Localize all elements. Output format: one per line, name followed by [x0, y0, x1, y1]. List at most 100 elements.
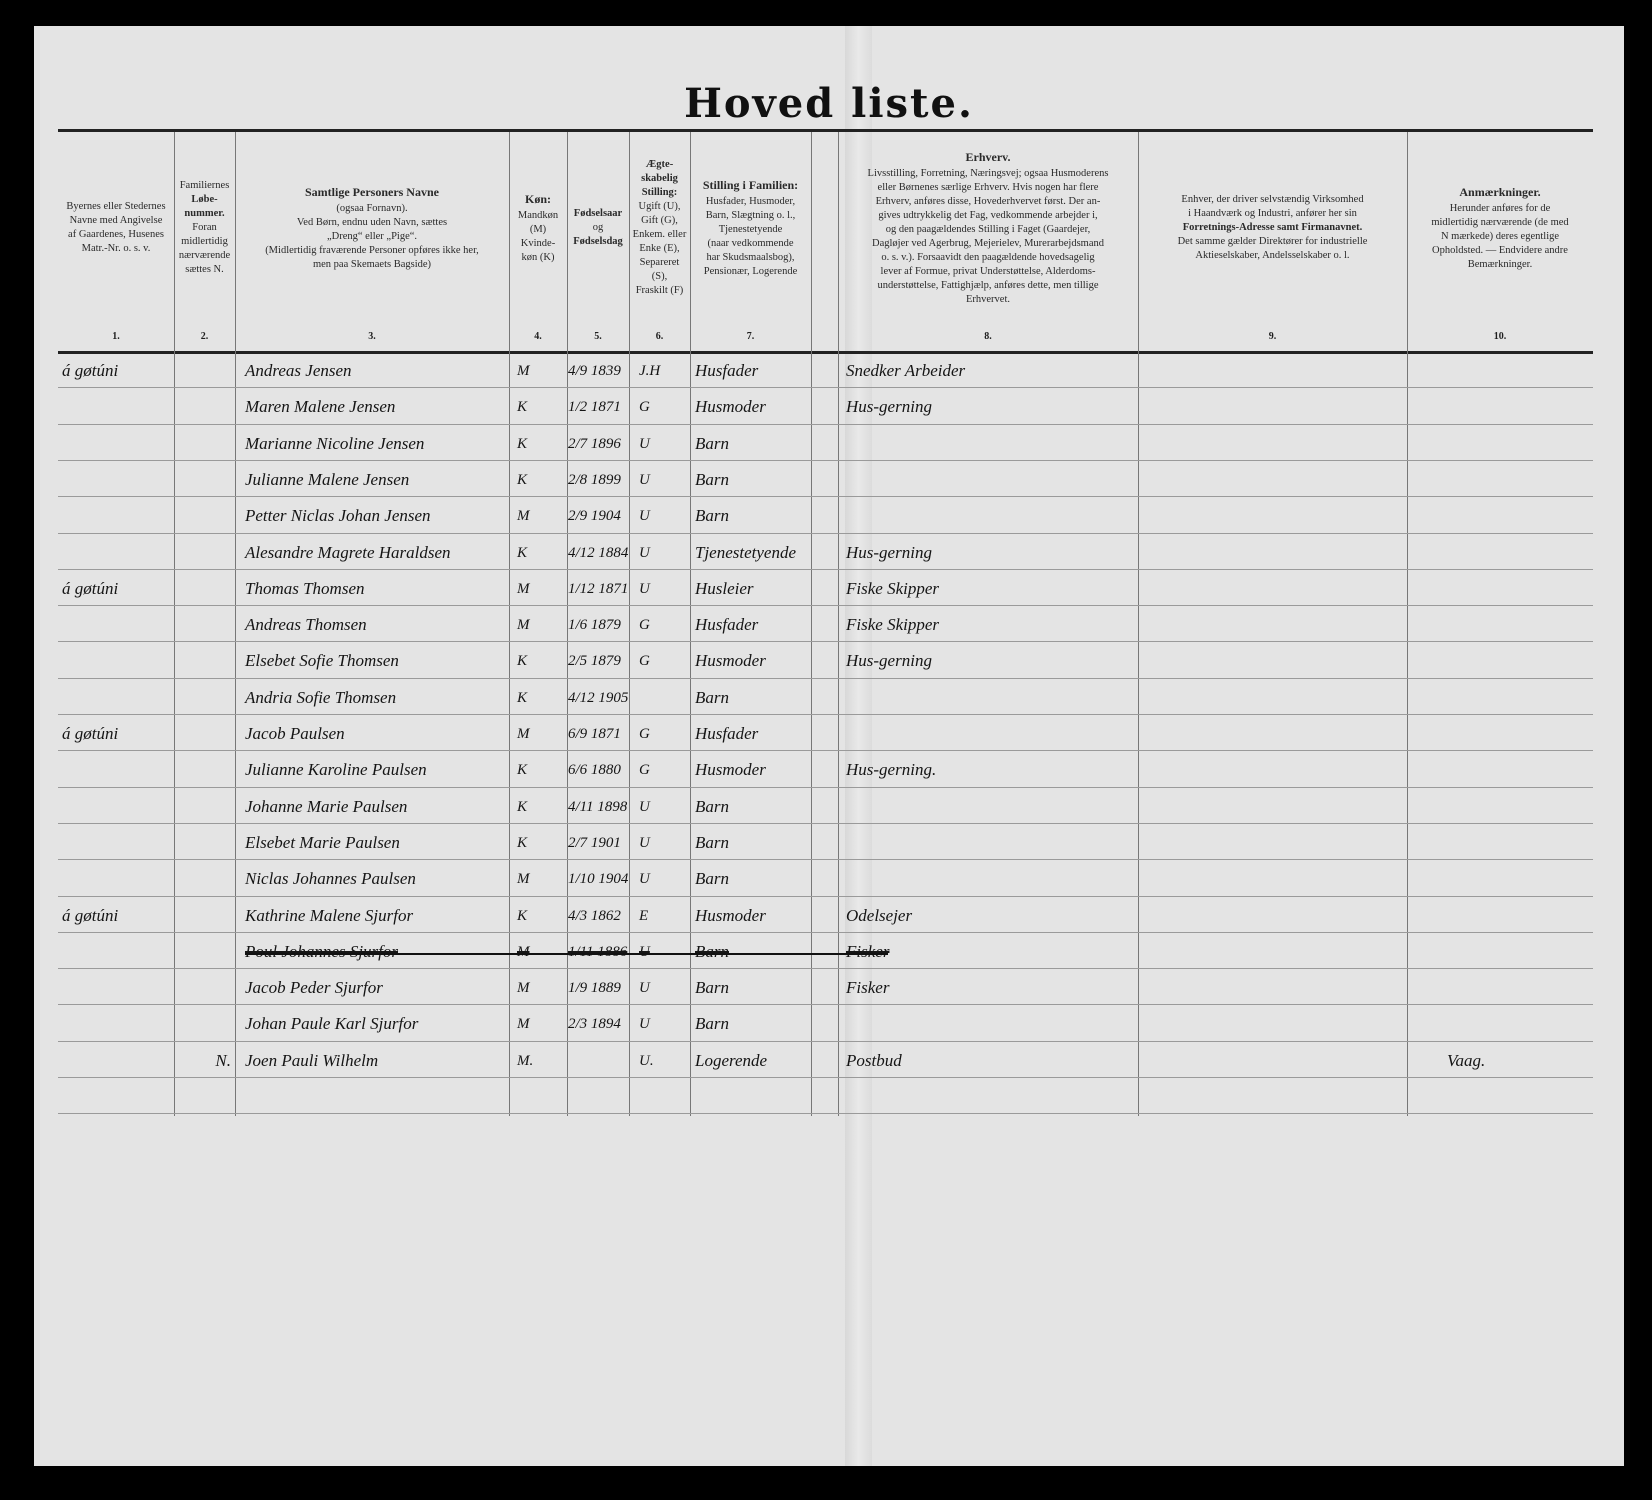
cell-position: Barn	[695, 941, 729, 961]
cell-fam	[174, 861, 235, 897]
cell-sex: M	[517, 726, 530, 742]
row-rule	[58, 1040, 1593, 1042]
cell-fam	[174, 389, 235, 425]
cell-marital: J.H	[639, 363, 661, 379]
cell-position: Barn	[695, 796, 729, 816]
cell-marital: U	[639, 544, 650, 561]
cell-business	[1138, 462, 1407, 498]
header-line: Mandkøn	[517, 209, 559, 221]
cell-occupation: Hus-gerning	[846, 651, 932, 671]
header-line: Byernes eller Stedernes	[66, 201, 166, 212]
cell-name: Andria Sofie Thomsen	[245, 687, 397, 707]
cell-name: Alesandre Magrete Haraldsen	[245, 542, 451, 562]
cell-place: á gøtúni	[62, 578, 119, 598]
strikethrough-line	[245, 952, 888, 955]
header-line: gives udtrykkelig det Fag, vedkommende a…	[878, 209, 1098, 221]
cell-place: á gøtúni	[62, 361, 119, 380]
header-line: midlertidig	[181, 236, 228, 247]
cell-born	[567, 1043, 629, 1079]
cell-position: Barn	[695, 978, 729, 998]
cell-position: Barn	[695, 869, 729, 889]
cell-place	[58, 970, 174, 1006]
cell-born: 6/9 1871	[568, 726, 621, 742]
header-line: og den paagældendes Stilling i Faget (Ga…	[885, 223, 1091, 235]
column-number: 10.	[1493, 331, 1507, 342]
cell-position: Husfader	[695, 724, 759, 743]
cell-occupation: Hus-gerning.	[846, 760, 937, 780]
header-line: Fødselsdag	[573, 236, 623, 247]
cell-occupation: Fiske Skipper	[846, 578, 939, 598]
cell-marital: G	[639, 653, 650, 670]
cell-place	[58, 389, 174, 425]
header-line: skabelig	[641, 173, 678, 184]
column-number: 3.	[368, 331, 376, 342]
header-line: har Skudsmaalsbog),	[706, 251, 795, 263]
cell-born: 4/9 1839	[568, 363, 621, 379]
row-rule	[58, 496, 1593, 498]
header-line: Separeret	[639, 257, 680, 268]
column-divider	[1407, 132, 1408, 1117]
cell-fam	[174, 426, 235, 462]
column-header-2: Familiernes Løbe-nummer. Foran midlertidig n…	[177, 136, 232, 320]
cell-born: 2/9 1904	[568, 508, 621, 525]
row-rule	[58, 714, 1593, 715]
cell-marital: E	[639, 907, 649, 924]
cell-fam	[174, 643, 235, 679]
cell-name: Andreas Jensen	[245, 361, 352, 380]
header-line: Opholdsted. — Endvidere andre	[1432, 244, 1568, 256]
header-line: Ægte-	[645, 159, 674, 170]
cell-born: 1/2 1871	[568, 399, 621, 416]
cell-place	[58, 1006, 174, 1042]
cell-occupation	[838, 861, 1138, 897]
cell-marital: U	[639, 943, 650, 960]
row-rule	[58, 677, 1593, 679]
header-line: (Midlertidig fraværende Personer opføres…	[265, 244, 479, 256]
cell-fam: N.	[215, 1050, 231, 1070]
cell-position: Barn	[695, 1014, 729, 1034]
row-rule	[58, 1004, 1593, 1006]
cell-business	[1138, 680, 1407, 716]
header-line: Anmærkninger.	[1459, 184, 1541, 199]
header-line: Kvinde-	[520, 237, 556, 249]
cell-sex: M	[517, 580, 530, 597]
row-rule	[58, 532, 1593, 534]
row-rule	[58, 968, 1593, 970]
cell-born: 2/7 1896	[568, 435, 621, 452]
cell-fam	[174, 607, 235, 643]
cell-place	[58, 789, 174, 825]
column-number: 8.	[984, 331, 992, 342]
cell-marital: U	[639, 1016, 650, 1033]
cell-sex: M	[517, 1016, 530, 1033]
top-rule	[58, 129, 1593, 132]
cell-remarks	[1407, 498, 1593, 534]
column-divider	[838, 132, 839, 1117]
cell-fam	[174, 571, 235, 607]
cell-remarks	[1407, 789, 1593, 825]
cell-business	[1138, 643, 1407, 679]
cell-occupation	[838, 462, 1138, 498]
header-line: (S),	[651, 271, 668, 282]
column-header-5: Fødselsaar og Fødselsdag	[570, 136, 626, 320]
cell-name: Maren Malene Jensen	[245, 397, 396, 417]
column-header-8: Erhverv. Livsstilling, Forretning, Næring…	[841, 136, 1135, 320]
cell-remarks	[1407, 680, 1593, 716]
column-header-4: Køn: Mandkøn (M) Kvinde-køn (K)	[512, 136, 564, 320]
row-rule	[58, 568, 1593, 570]
cell-sex: M	[517, 617, 530, 634]
cell-sex: K	[517, 689, 528, 706]
header-line: Aktieselskaber, Andelsselskaber o. l.	[1195, 250, 1350, 261]
header-line: Herunder anføres for de	[1449, 202, 1551, 214]
cell-fam	[174, 1006, 235, 1042]
cell-fam	[174, 462, 235, 498]
cell-position: Barn	[695, 832, 729, 852]
header-line: eller Børnenes særlige Erhverv. Hvis nog…	[877, 181, 1099, 193]
cell-position: Husleier	[695, 578, 754, 598]
cell-occupation	[838, 1006, 1138, 1042]
column-header-10: Anmærkninger. Herunder anføres for de midl…	[1410, 136, 1590, 320]
cell-business	[1138, 898, 1407, 934]
cell-born: 4/3 1862	[568, 907, 621, 924]
header-line: (ogsaa Fornavn).	[336, 202, 408, 214]
cell-fam	[174, 934, 235, 970]
row-rule	[58, 641, 1593, 643]
cell-business	[1138, 353, 1407, 389]
